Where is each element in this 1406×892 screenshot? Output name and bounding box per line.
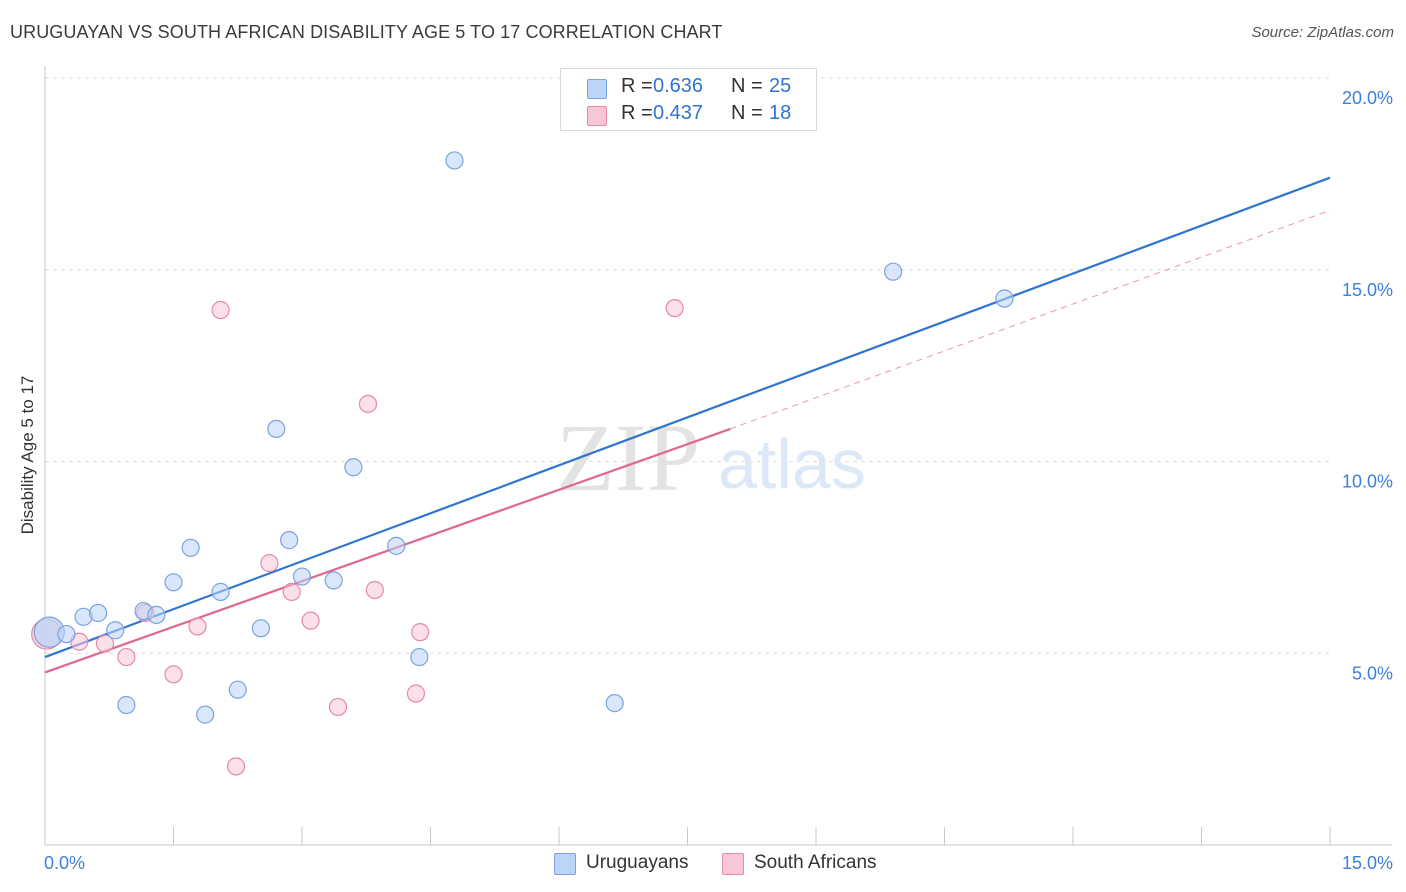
data-point-uruguayans [211,582,230,601]
data-point-south-africans [665,299,684,318]
bottom-legend-swatch-south-africans [722,853,744,875]
legend-n-value: 18 [769,102,792,124]
data-point-uruguayans [228,680,247,699]
data-point-south-africans [282,582,301,601]
data-point-uruguayans [267,419,286,439]
correlation-legend: R = 0.636 N = 25 R = 0.437 N = 18 [560,68,817,131]
data-point-uruguayans [883,262,903,281]
data-point-south-africans [95,634,115,653]
data-point-uruguayans [57,624,76,644]
legend-r-value: 0.437 [653,102,704,124]
legend-swatch-uruguayans [587,79,607,99]
x-tick-label: 15.0% [1342,853,1393,873]
legend-r-label: R = [621,102,653,124]
data-point-uruguayans [89,603,108,623]
legend-n-value: 25 [769,75,792,97]
data-point-uruguayans [164,573,183,592]
data-point-uruguayans [387,536,406,555]
watermark: ZIP atlas [556,404,866,511]
legend-r-label: R = [621,75,653,97]
y-tick-label: 15.0% [1342,280,1393,300]
y-axis-label: Disability Age 5 to 17 [18,375,37,535]
data-point-uruguayans [280,531,299,550]
data-points [31,151,1014,776]
data-point-south-africans [117,647,136,667]
y-tick-label: 10.0% [1342,472,1393,492]
data-point-uruguayans [445,151,464,170]
bottom-legend-label-south-africans: South Africans [754,852,877,873]
data-point-south-africans [301,611,320,630]
data-point-uruguayans [605,694,624,713]
data-point-uruguayans [181,538,200,557]
chart-title: URUGUAYAN VS SOUTH AFRICAN DISABILITY AG… [10,22,723,42]
data-point-south-africans [406,684,426,703]
grid-lines [45,77,1330,654]
trend-lines [44,176,1331,674]
legend-swatch-south-africans [587,106,607,126]
data-point-uruguayans [196,705,215,724]
data-point-uruguayans [106,621,125,640]
data-point-south-africans [226,757,246,776]
trend-line-extension-south-africans [730,209,1331,430]
legend-n-label: N = [731,75,763,97]
x-tick-label: 0.0% [44,853,85,873]
legend-r-value: 0.636 [653,75,704,97]
data-point-uruguayans [995,289,1014,308]
data-point-uruguayans [324,571,343,590]
data-point-south-africans [358,394,378,414]
data-point-uruguayans [117,695,136,715]
data-point-south-africans [328,697,348,717]
axes [44,66,1392,846]
data-point-uruguayans [147,605,166,625]
data-point-uruguayans [344,458,363,477]
data-point-uruguayans [410,647,429,667]
y-tick-label: 5.0% [1352,663,1393,683]
bottom-legend-label-uruguayans: Uruguayans [586,852,689,873]
legend-n-label: N = [731,102,763,124]
data-point-south-africans [365,580,384,600]
data-point-south-africans [211,300,230,320]
data-point-uruguayans [292,567,312,586]
data-point-uruguayans [251,619,270,638]
trend-line-uruguayans [44,176,1331,659]
tick-labels: 5.0% 10.0% 15.0% 20.0% 0.0% 15.0% [44,88,1393,873]
data-point-south-africans [188,617,207,636]
trend-line-south-africans [44,427,731,674]
bottom-legend-swatch-uruguayans [554,853,576,875]
source-label: Source: ZipAtlas.com [1251,24,1394,41]
watermark-atlas: atlas [718,425,866,503]
data-point-south-africans [164,665,183,684]
data-point-south-africans [260,554,279,573]
y-tick-label: 20.0% [1342,88,1393,108]
data-point-south-africans [411,623,430,642]
